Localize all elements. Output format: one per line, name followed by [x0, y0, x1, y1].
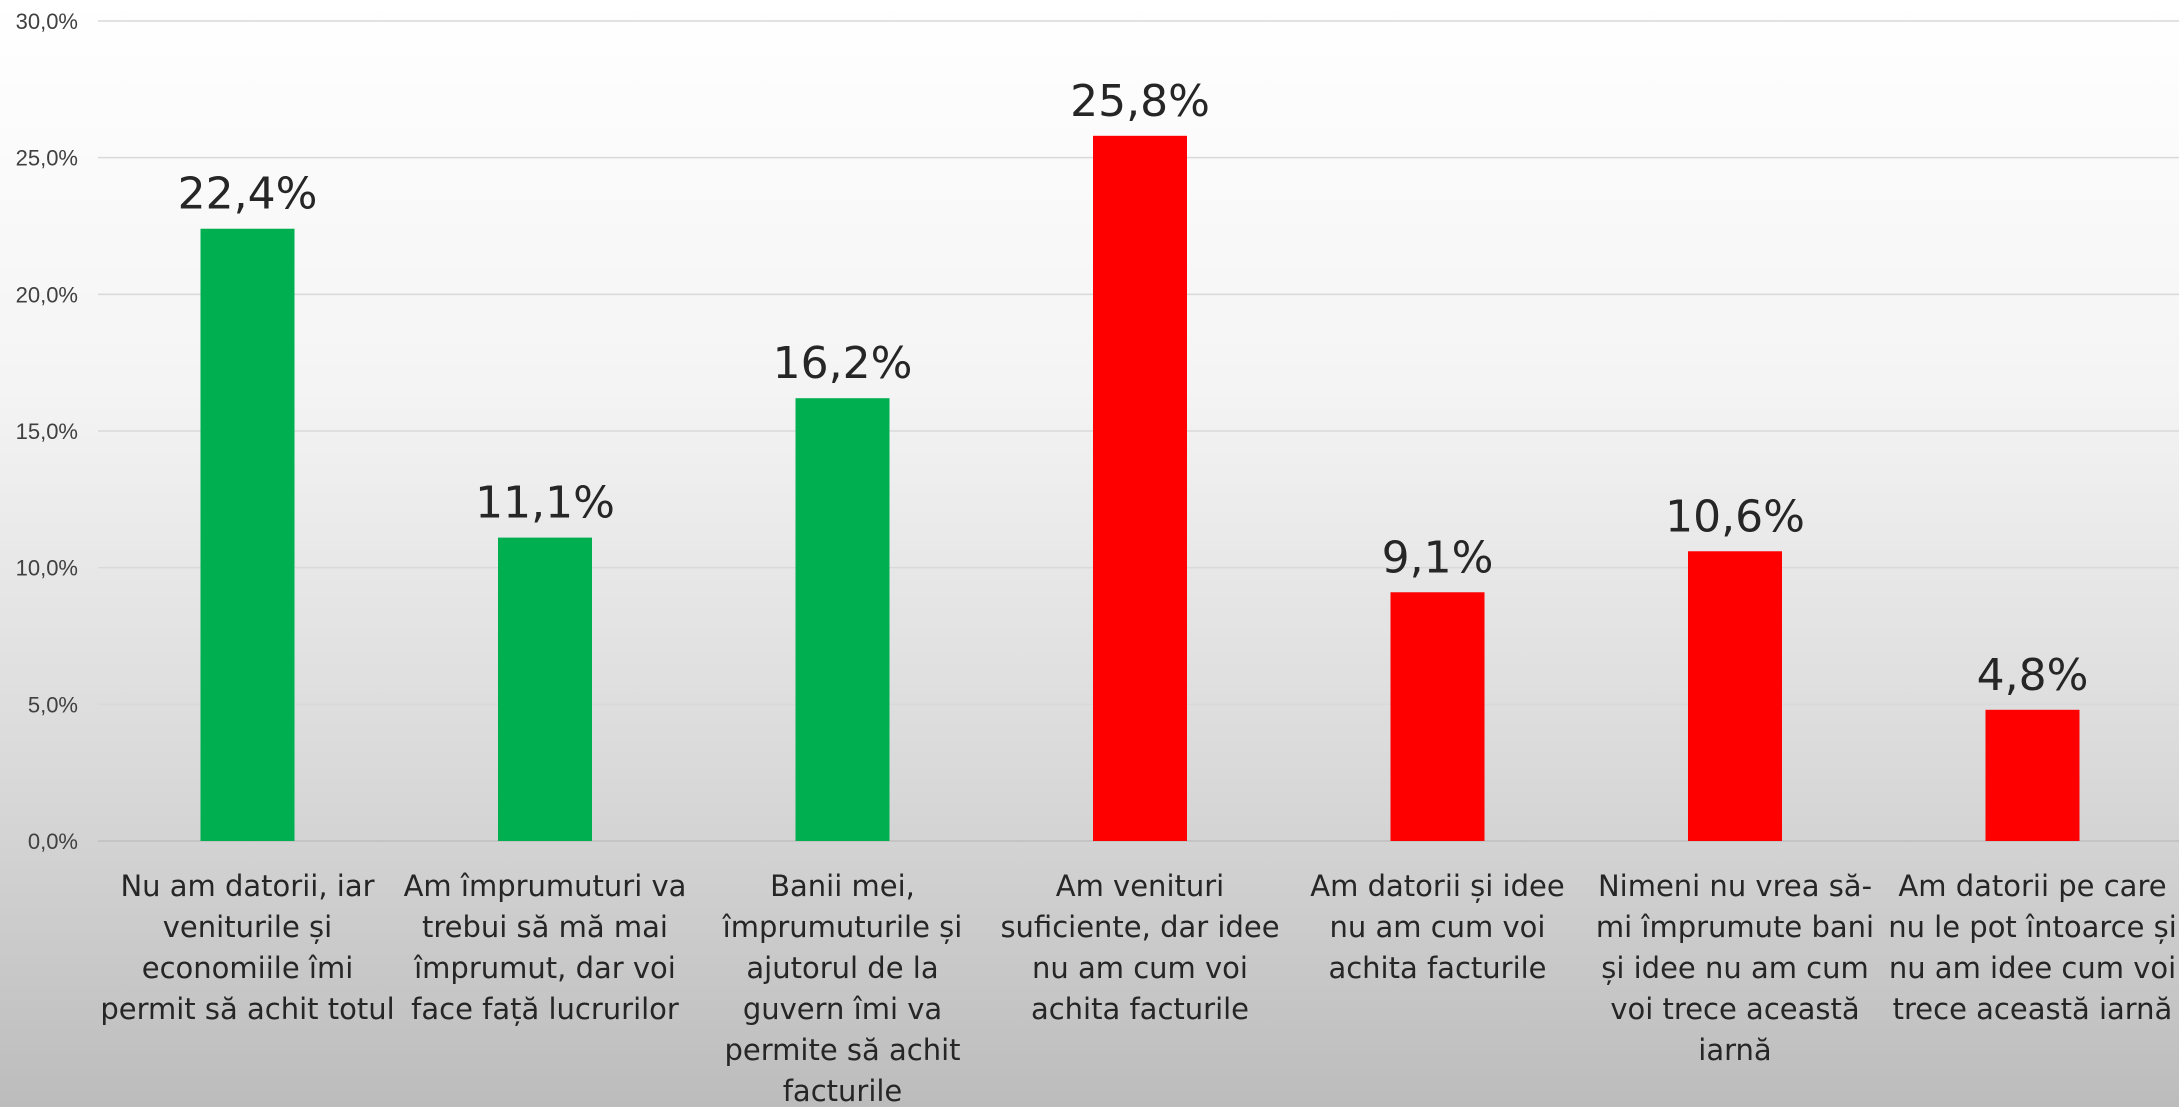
category-label: Am datorii și idee nu am cum voi achita fa… [1310, 869, 1564, 985]
category-label-line: ajutorul de la [746, 951, 938, 985]
bar [1688, 551, 1782, 841]
category-label: Nu am datorii, iar veniturile și economiil… [100, 869, 394, 1026]
category-label-line: voi trece această [1610, 992, 1859, 1026]
bar [795, 398, 890, 841]
category-label-line: nu le pot întoarce și [1888, 910, 2177, 944]
category-label: Am datorii pe care nu le pot întoarce și n… [1888, 869, 2177, 1026]
data-label: 10,6% [1665, 491, 1805, 542]
category-label-line: Am venituri [1056, 869, 1224, 903]
data-label: 22,4% [178, 169, 318, 220]
category-label-line: permite să achit [724, 1033, 960, 1067]
category-label-line: Am împrumuturi va [404, 869, 687, 903]
y-tick-label: 0,0% [28, 829, 78, 854]
bar [200, 228, 295, 841]
y-tick-label: 15,0% [16, 419, 78, 444]
bar [1985, 709, 2080, 841]
y-tick-label: 30,0% [16, 9, 78, 34]
category-label-line: permit să achit totul [100, 992, 394, 1026]
data-label: 9,1% [1382, 532, 1494, 583]
y-tick-label: 20,0% [16, 282, 78, 307]
category-label-line: achita facturile [1328, 951, 1546, 985]
category-label-line: împrumuturile și [722, 910, 963, 944]
category-label-line: trebui să mă mai [422, 910, 668, 944]
y-tick-label: 5,0% [28, 692, 78, 717]
category-label-line: suficiente, dar idee [1000, 910, 1279, 944]
y-tick-label: 10,0% [16, 556, 78, 581]
category-label-line: mi împrumute bani [1596, 910, 1874, 944]
data-label: 25,8% [1070, 76, 1210, 127]
category-label-line: împrumut, dar voi [413, 951, 676, 985]
bar [1093, 135, 1187, 842]
category-label-line: face față lucrurilor [411, 992, 679, 1026]
category-label-line: Nu am datorii, iar [120, 869, 374, 903]
bar [498, 537, 592, 841]
category-label-line: nu am idee cum voi [1889, 951, 2176, 985]
category-label-line: achita facturile [1031, 992, 1249, 1026]
category-label-line: guvern îmi va [743, 992, 942, 1026]
category-label-line: facturile [783, 1074, 903, 1107]
category-label: Nimeni nu vrea să-mi împrumute bani și id… [1596, 869, 1874, 1067]
category-label-line: iarnă [1698, 1033, 1771, 1067]
data-label: 16,2% [773, 338, 913, 389]
category-label: Am împrumuturi va trebui să mă mai împrumu… [404, 869, 687, 1026]
category-label-line: Banii mei, [770, 869, 915, 903]
category-label: Banii mei, împrumuturile și ajutorul de la… [722, 869, 963, 1107]
category-label-line: nu am cum voi [1330, 910, 1546, 944]
bar [1390, 592, 1485, 841]
data-label: 11,1% [475, 478, 615, 529]
category-label-line: și idee nu am cum [1601, 951, 1869, 985]
category-label-line: Nimeni nu vrea să- [1598, 869, 1872, 903]
category-label-line: economiile îmi [142, 951, 354, 985]
y-tick-label: 25,0% [16, 146, 78, 171]
category-label-line: veniturile și [163, 910, 332, 944]
category-label-line: trece această iarnă [1893, 992, 2173, 1026]
category-label-line: Am datorii pe care [1898, 869, 2166, 903]
category-label: Am venituri suficiente, dar idee nu am cum… [1000, 869, 1279, 1026]
category-label-line: nu am cum voi [1032, 951, 1248, 985]
category-label-line: Am datorii și idee [1310, 869, 1564, 903]
data-label: 4,8% [1977, 650, 2089, 701]
